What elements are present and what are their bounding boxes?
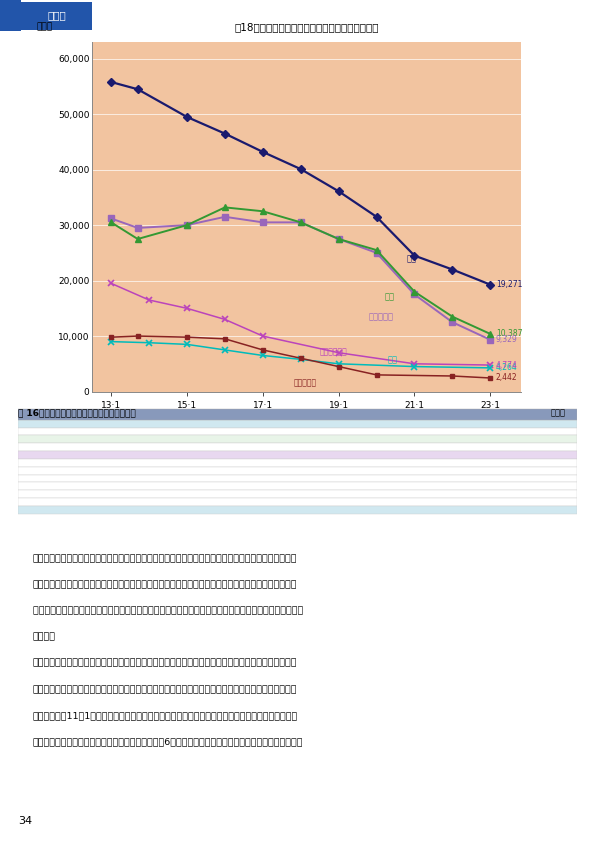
Text: 34: 34 xyxy=(18,816,32,826)
Text: 第１部: 第１部 xyxy=(47,11,66,20)
Text: （人）: （人） xyxy=(551,408,566,417)
Bar xyxy=(18,482,577,490)
Text: 表 16　国籍（出身地）別不法残留者数の推移: 表 16 国籍（出身地）別不法残留者数の推移 xyxy=(18,408,136,417)
Bar xyxy=(18,409,577,420)
Text: 留者の国籍（出身地）は，タイが最も多く，次いで韓国，フィリピン，中国，マレーシアの順となって: 留者の国籍（出身地）は，タイが最も多く，次いで韓国，フィリピン，中国，マレーシア… xyxy=(33,580,298,589)
Text: ている。: ている。 xyxy=(33,632,56,642)
Bar xyxy=(18,420,577,428)
Text: うとするものに対し，査証免除措置が実施されたことにより，新規入国者数が大幅に増加したにもかか: うとするものに対し，査証免除措置が実施されたことにより，新規入国者数が大幅に増加… xyxy=(33,685,298,694)
Bar xyxy=(18,459,577,466)
Text: 10,387: 10,387 xyxy=(496,329,522,338)
Bar xyxy=(0,0,21,31)
Text: 中国: 中国 xyxy=(384,293,394,301)
Text: 2,442: 2,442 xyxy=(496,374,518,382)
Text: 9,329: 9,329 xyxy=(496,335,518,344)
Text: タイ: タイ xyxy=(388,354,398,364)
Text: 韓国: 韓国 xyxy=(407,254,417,263)
Text: （人）: （人） xyxy=(36,23,53,32)
Bar xyxy=(18,466,577,475)
Text: 不法残留者数が過去最高であった平成５年５月１日以降の推移を見ると，　５年５月１日現在の不法残: 不法残留者数が過去最高であった平成５年５月１日以降の推移を見ると， ５年５月１日… xyxy=(33,554,298,563)
Text: わらず，平成11年1月１日以降一貫して減少傾向にある。タイは５年５月１日以降一貫して減少して: わらず，平成11年1月１日以降一貫して減少傾向にある。タイは５年５月１日以降一貫… xyxy=(33,711,298,720)
Text: おり， １年１月１日現在の順位は韓国が最も多く，次いで中国，フィリピン，中国（台湾），タイとなっ: おり， １年１月１日現在の順位は韓国が最も多く，次いで中国，フィリピン，中国（台… xyxy=(33,606,303,616)
Bar xyxy=(18,428,577,435)
Text: マレーシア: マレーシア xyxy=(293,379,317,387)
Bar xyxy=(18,490,577,498)
Text: （年・月）: （年・月） xyxy=(525,409,552,418)
Bar xyxy=(18,498,577,506)
Text: 中国（台湾）: 中国（台湾） xyxy=(320,347,347,356)
Bar xyxy=(18,506,577,514)
Text: フィリピン: フィリピン xyxy=(369,312,394,321)
Text: 4,774: 4,774 xyxy=(496,360,518,370)
Text: 19,271: 19,271 xyxy=(496,280,522,289)
Bar xyxy=(18,443,577,451)
Title: 図18　主な国籍（出身地）別不法残留者数の推移: 図18 主な国籍（出身地）別不法残留者数の推移 xyxy=(234,22,378,32)
Bar xyxy=(21,2,92,29)
Text: おり，またマレーシア及びペルーも，それぞれ５年6月１日，　７月７日１５日に査証取得促進措置が講: おり，またマレーシア及びペルーも，それぞれ５年6月１日， ７月７日１５日に査証取… xyxy=(33,737,303,746)
Text: 4,264: 4,264 xyxy=(496,364,518,372)
Bar xyxy=(18,435,577,443)
Bar xyxy=(18,451,577,459)
Bar xyxy=(18,475,577,482)
Text: 国籍（出身地）別の推移を見ると，韓国は，「短期滞在」の在留資格で行うことのできる活動を行お: 国籍（出身地）別の推移を見ると，韓国は，「短期滞在」の在留資格で行うことのできる… xyxy=(33,658,298,668)
